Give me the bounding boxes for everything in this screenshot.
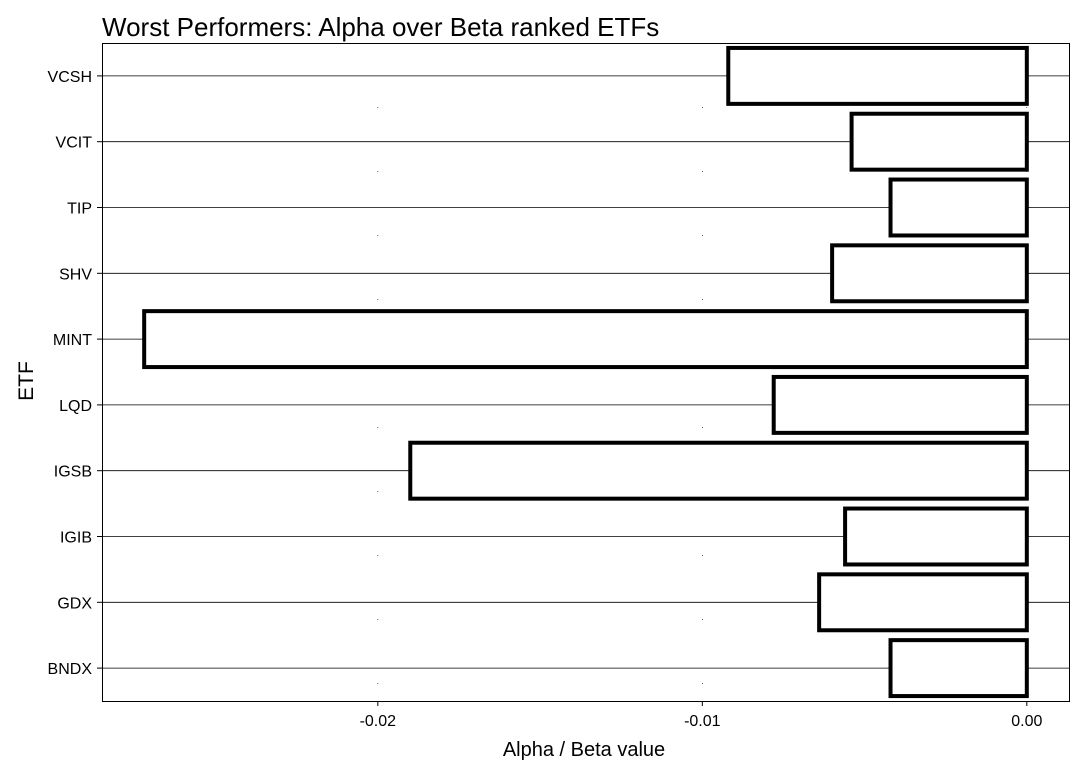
bar-lqd xyxy=(771,374,1029,435)
y-tick-label: SHV xyxy=(59,266,92,283)
y-tick-label: IGIB xyxy=(60,530,92,547)
y-tick-label: TIP xyxy=(67,201,92,218)
chart-title: Worst Performers: Alpha over Beta ranked… xyxy=(102,12,659,42)
bar-mint xyxy=(142,309,1029,370)
bar-igsb xyxy=(408,440,1029,501)
bar-tip xyxy=(888,177,1029,238)
y-tick-label: BNDX xyxy=(48,661,93,678)
y-tick-label: VCIT xyxy=(56,135,93,152)
x-axis-ticks: -0.02 -0.01 0.00 xyxy=(360,701,1042,730)
bar-vcit xyxy=(849,111,1029,172)
x-tick-label: -0.01 xyxy=(684,713,721,730)
y-tick-label: LQD xyxy=(59,398,92,415)
bar-bndx xyxy=(888,638,1029,699)
x-tick-label: 0.00 xyxy=(1011,713,1042,730)
y-tick-label: MINT xyxy=(53,332,92,349)
y-axis-label: ETF xyxy=(15,361,38,401)
y-axis-ticks: VCSH VCIT TIP SHV MINT LQD IGSB IGIB GDX BNDX xyxy=(48,69,102,678)
plot-panel-border xyxy=(102,43,1070,702)
y-tick-label: VCSH xyxy=(48,69,92,86)
y-tick-label: GDX xyxy=(57,595,92,612)
x-axis-label: Alpha / Beta value xyxy=(503,739,665,761)
bar-igib xyxy=(843,506,1029,567)
y-tick-label: IGSB xyxy=(54,464,92,481)
bar-shv xyxy=(830,243,1029,304)
bar-gdx xyxy=(817,572,1029,633)
x-tick-label: -0.02 xyxy=(360,713,397,730)
bar-vcsh xyxy=(726,45,1029,106)
bars xyxy=(142,45,1029,699)
